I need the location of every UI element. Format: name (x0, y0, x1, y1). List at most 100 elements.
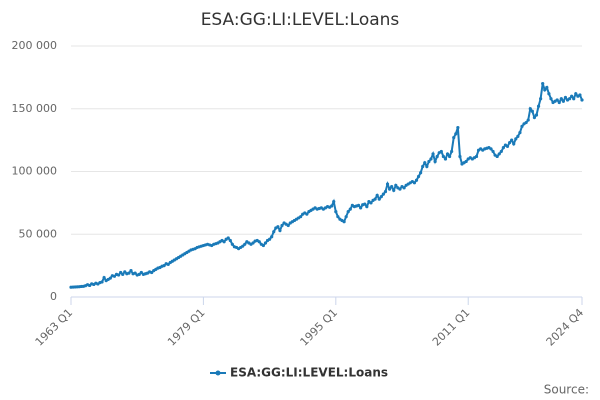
point (507, 141, 512, 145)
point (139, 270, 143, 275)
point (559, 97, 563, 101)
point (129, 269, 133, 273)
point (536, 104, 541, 108)
point (495, 154, 499, 159)
point (563, 95, 568, 100)
y-tick-label: 50 000 (19, 227, 58, 240)
y-tick-label: 100 000 (12, 165, 58, 178)
x-tick-label: 1963 Q1 (33, 306, 76, 349)
point (574, 92, 578, 96)
point (369, 201, 373, 205)
point (497, 152, 501, 156)
point (501, 146, 505, 150)
point (332, 200, 336, 204)
point (402, 186, 406, 190)
series-line (70, 83, 583, 289)
point (445, 152, 450, 156)
y-tick-label: 0 (50, 290, 57, 303)
point (499, 149, 503, 154)
point (377, 197, 381, 201)
point (412, 181, 417, 185)
point (230, 242, 234, 246)
point (516, 134, 520, 138)
point (123, 270, 127, 274)
point (543, 88, 547, 92)
x-tick-label: 2024 Q4 (544, 306, 587, 349)
point (390, 184, 394, 189)
point (112, 274, 117, 278)
point (541, 82, 545, 86)
point (539, 97, 543, 101)
point (365, 205, 369, 209)
point (414, 178, 419, 182)
point (456, 125, 460, 130)
point (344, 215, 348, 219)
point (150, 270, 154, 275)
point (512, 142, 516, 146)
point (392, 188, 396, 192)
point (381, 192, 385, 196)
point (305, 212, 309, 216)
point (580, 98, 584, 102)
point (334, 210, 338, 214)
point (166, 262, 170, 266)
point (286, 223, 290, 228)
point (108, 276, 112, 280)
point (375, 193, 379, 197)
point (359, 206, 363, 210)
point (257, 240, 261, 244)
point (526, 118, 530, 122)
point (119, 270, 123, 275)
point (137, 272, 141, 277)
point (447, 154, 452, 159)
point (570, 94, 574, 98)
point (452, 136, 456, 140)
point (162, 264, 166, 268)
point (127, 271, 131, 275)
point (518, 130, 522, 135)
point (363, 202, 367, 206)
point (261, 243, 266, 248)
x-tick-label: 1979 Q1 (165, 306, 208, 349)
point (398, 187, 402, 191)
point (443, 157, 448, 161)
point (489, 147, 493, 151)
point (528, 107, 532, 111)
point (545, 85, 549, 90)
point (427, 159, 431, 164)
point (100, 280, 104, 284)
point (547, 92, 551, 96)
point (429, 157, 433, 161)
point (572, 97, 576, 101)
point (278, 228, 282, 233)
point (348, 207, 352, 211)
point (251, 241, 255, 245)
point (514, 137, 518, 141)
point (530, 109, 534, 113)
point (346, 210, 350, 214)
point (491, 149, 495, 154)
x-tick-label: 1995 Q1 (298, 306, 341, 349)
point (387, 187, 392, 191)
x-tick-label: 2011 Q1 (430, 306, 473, 349)
point (379, 195, 383, 199)
point (435, 154, 439, 159)
point (561, 99, 565, 103)
point (356, 203, 361, 207)
source: Source: (544, 383, 589, 397)
point (464, 159, 468, 164)
legend-marker (215, 370, 221, 376)
point (439, 149, 443, 154)
point (474, 154, 479, 159)
point (425, 164, 429, 169)
point (431, 152, 435, 156)
point (226, 236, 230, 240)
point (532, 115, 537, 120)
point (263, 241, 268, 245)
point (385, 182, 390, 186)
point (419, 171, 423, 175)
y-tick-label: 200 000 (12, 39, 58, 52)
point (373, 197, 377, 201)
point (458, 154, 462, 159)
